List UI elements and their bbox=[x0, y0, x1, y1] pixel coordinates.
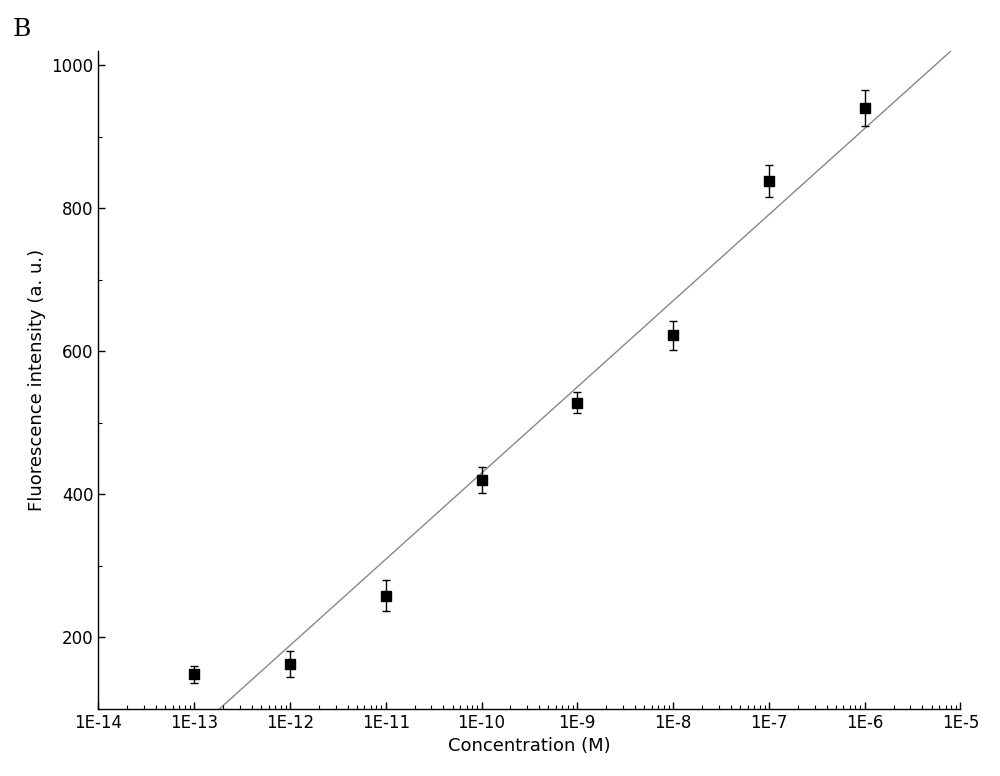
X-axis label: Concentration (M): Concentration (M) bbox=[448, 737, 611, 755]
Y-axis label: Fluorescence intensity (a. u.): Fluorescence intensity (a. u.) bbox=[28, 248, 46, 511]
Text: B: B bbox=[12, 18, 30, 41]
